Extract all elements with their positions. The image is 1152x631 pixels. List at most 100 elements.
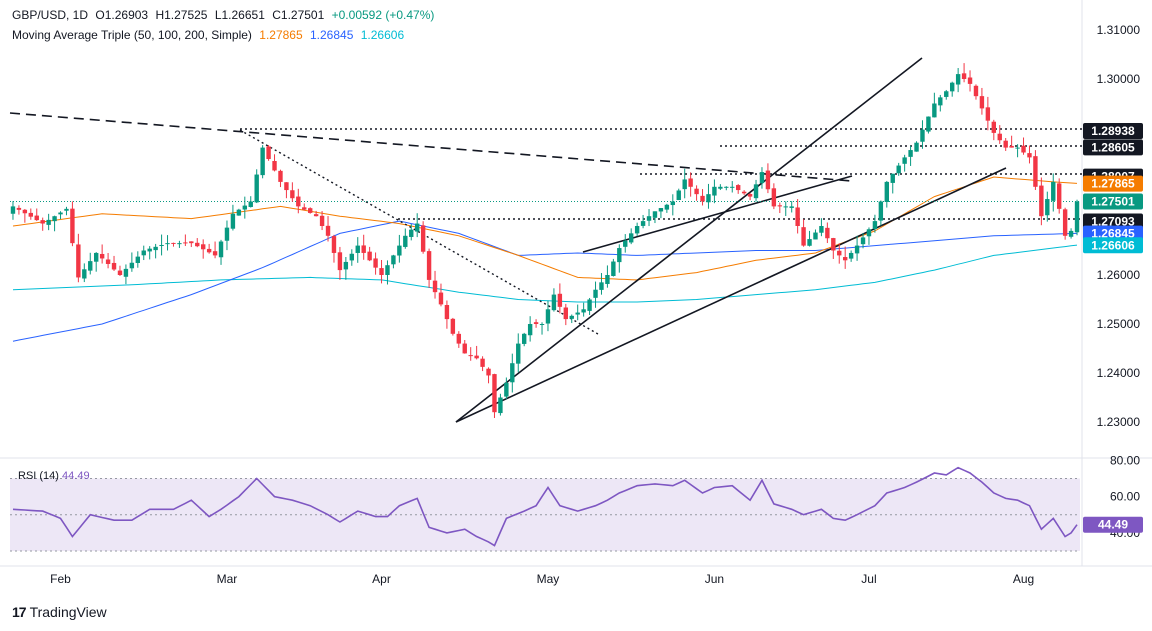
- candle-body: [837, 250, 842, 256]
- candle-body: [212, 251, 218, 256]
- ma100-value: 1.26845: [310, 28, 354, 42]
- candle-body: [16, 207, 22, 210]
- candle-body: [807, 239, 812, 246]
- candle-body: [510, 363, 515, 383]
- candle-body: [771, 188, 777, 207]
- rsi-tick-label: 80.00: [1110, 453, 1140, 467]
- candle-body: [581, 309, 586, 313]
- candle-body: [997, 133, 1002, 141]
- ma100-line: [12, 220, 1078, 342]
- candle-body: [973, 85, 979, 97]
- candle-body: [944, 91, 949, 97]
- high-value: H1.27525: [155, 8, 208, 22]
- close-value: C1.27501: [272, 8, 325, 22]
- candle-body: [468, 355, 473, 357]
- candle-body: [842, 257, 848, 261]
- candle-body: [70, 208, 75, 244]
- price-label-box: [1083, 193, 1143, 210]
- candle-body: [1015, 147, 1020, 149]
- month-label: Feb: [50, 572, 71, 586]
- candle-body: [634, 226, 640, 234]
- candle-body: [1068, 230, 1074, 237]
- candle-body: [22, 209, 28, 214]
- candle-body: [498, 397, 503, 414]
- candle-body: [307, 208, 313, 213]
- candle-body: [379, 268, 384, 275]
- candle-body: [908, 150, 913, 157]
- rsi-label: RSI (14): [18, 470, 59, 482]
- candle-body: [438, 292, 444, 305]
- candle-body: [397, 245, 402, 256]
- rsi-line: [12, 466, 1078, 547]
- candle-body: [391, 255, 396, 265]
- price-label-box: [1083, 123, 1143, 140]
- tradingview-logo[interactable]: 17 TradingView: [12, 604, 107, 620]
- candle-body: [159, 244, 164, 246]
- candle-body: [302, 207, 307, 210]
- candle-body: [759, 172, 765, 184]
- candle-body: [153, 246, 158, 251]
- candle-body: [385, 265, 390, 275]
- rsi-band: [10, 477, 1080, 552]
- uptrend-line-shallow: [455, 167, 1007, 423]
- candle-body: [117, 270, 123, 275]
- candle-body: [730, 186, 735, 188]
- candle-body: [735, 185, 741, 191]
- candle-body: [195, 242, 200, 247]
- candle-body: [593, 289, 598, 298]
- candle-body: [456, 333, 462, 344]
- candle-body: [93, 252, 99, 262]
- candle-body: [88, 261, 93, 271]
- candle-body: [177, 243, 182, 245]
- tradingview-logo-icon: 17: [12, 604, 27, 620]
- candle-body: [450, 318, 456, 334]
- candle-body: [825, 227, 830, 239]
- candle-body: [1039, 185, 1044, 217]
- candle-body: [420, 225, 426, 252]
- candle-body: [521, 333, 527, 344]
- candle-body: [272, 160, 277, 171]
- change-value: +0.00592 (+0.47%): [331, 8, 435, 22]
- candle-body: [46, 219, 51, 225]
- candle-body: [664, 204, 670, 210]
- price-label: 1.28605: [1091, 140, 1135, 154]
- candle-body: [628, 233, 634, 243]
- candle-body: [795, 207, 800, 226]
- candle-body: [34, 215, 39, 221]
- candle-body: [135, 256, 141, 263]
- candle-body: [296, 196, 301, 207]
- dashed-resistance-line: [9, 112, 853, 182]
- price-tick-label: 1.25000: [1097, 317, 1141, 331]
- candle-body: [99, 253, 105, 259]
- candle-body: [753, 184, 759, 199]
- price-label: 1.26606: [1091, 238, 1135, 252]
- candle-body: [409, 229, 414, 237]
- symbol-label: GBP/USD, 1D: [12, 8, 89, 22]
- price-label: 1.27093: [1091, 214, 1135, 228]
- candle-body: [765, 170, 771, 190]
- candle-body: [331, 236, 337, 253]
- candle-body: [1027, 153, 1032, 158]
- candle-body: [361, 245, 366, 253]
- candle-body: [914, 142, 919, 152]
- candle-body: [848, 252, 854, 259]
- month-label: May: [537, 572, 560, 586]
- candle-body: [403, 235, 408, 247]
- candle-body: [462, 343, 467, 354]
- candle-body: [105, 259, 111, 264]
- candle-body: [200, 244, 206, 250]
- candle-body: [236, 209, 242, 216]
- month-label: Apr: [372, 572, 391, 586]
- candle-body: [10, 206, 16, 214]
- candle-body: [605, 275, 610, 284]
- candle-body: [658, 208, 664, 212]
- candle-body: [646, 216, 652, 221]
- candle-body: [587, 299, 592, 311]
- candle-body: [492, 374, 497, 413]
- candle-body: [979, 96, 985, 109]
- candle-body: [426, 251, 432, 280]
- candle-body: [28, 212, 34, 217]
- candle-body: [123, 268, 129, 277]
- candle-body: [688, 178, 693, 187]
